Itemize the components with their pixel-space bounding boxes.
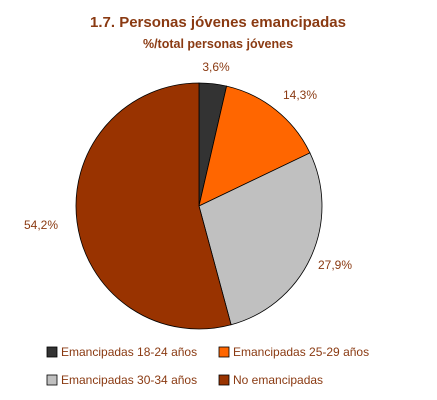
legend-label-emancipadas-30-34: Emancipadas 30-34 años (61, 373, 197, 387)
pie-slice-emancipadas-30-34-anos (198, 152, 323, 326)
legend-label-no-emancipadas: No emancipadas (233, 373, 323, 387)
legend-swatch-emancipadas-25-29 (218, 346, 230, 358)
slice-labels: 3,6% 14,3% 27,9% 54,2% (24, 60, 352, 272)
chart-subtitle: %/total personas jóvenes (143, 37, 293, 51)
slice-label-emancipadas-18-24-anos: 3,6% (202, 60, 230, 74)
legend-label-emancipadas-25-29: Emancipadas 25-29 años (233, 345, 369, 359)
pie-slice-emancipadas-25-29-anos (198, 85, 311, 207)
legend-swatch-emancipadas-18-24 (46, 346, 58, 358)
slice-label-emancipadas-25-29-anos: 14,3% (283, 88, 317, 102)
pie-slice-no-emancipadas (75, 82, 232, 330)
legend: Emancipadas 18-24 años Emancipadas 25-29… (46, 345, 369, 387)
legend-label-emancipadas-18-24: Emancipadas 18-24 años (61, 345, 197, 359)
slice-label-emancipadas-30-34-anos: 27,9% (318, 258, 352, 272)
legend-swatch-emancipadas-30-34 (46, 374, 58, 386)
pie-slices (75, 82, 323, 330)
chart-title: 1.7. Personas jóvenes emancipadas (90, 14, 346, 31)
legend-swatch-no-emancipadas (218, 374, 230, 386)
slice-label-no-emancipadas: 54,2% (24, 218, 58, 232)
